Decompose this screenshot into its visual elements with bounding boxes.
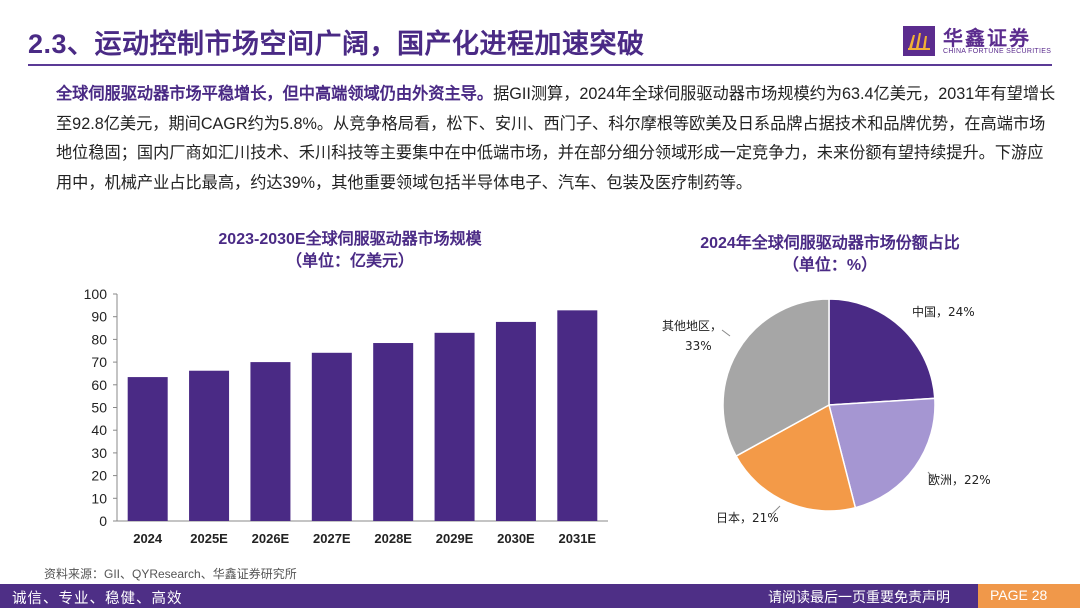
pie-leader-line [721, 329, 731, 337]
summary-paragraph: 全球伺服驱动器市场平稳增长，但中高端领域仍由外资主导。据GII测算，2024年全… [56, 80, 1056, 198]
bar-chart-title: 2023-2030E全球伺服驱动器市场规模 （单位：亿美元） [130, 229, 570, 273]
pie-slice-欧洲 [828, 397, 936, 509]
bar-x-tick-label: 2025E [190, 531, 228, 546]
bar-x-tick-label: 2029E [436, 531, 474, 546]
bar-2024 [127, 377, 168, 521]
bar-y-tick-label: 60 [91, 377, 107, 393]
bar-y-tick-label: 80 [91, 331, 107, 347]
logo-subtitle: CHINA FORTUNE SECURITIES [943, 48, 1052, 55]
footer-slogan: 诚信、专业、稳健、高效 [12, 591, 183, 607]
bar-2028E [373, 343, 414, 521]
source-note: 资料来源：GII、QYResearch、华鑫证券研究所 [44, 567, 297, 581]
pie-leader-line [771, 505, 781, 515]
title-divider [28, 64, 1052, 66]
bar-chart-title-line1: 2023-2030E全球伺服驱动器市场规模 [218, 231, 482, 248]
bar-chart-title-line2: （单位：亿美元） [285, 253, 414, 270]
bar-x-tick-label: 2026E [252, 531, 290, 546]
bar-x-tick-label: 2030E [497, 531, 535, 546]
bar-2026E [250, 362, 291, 521]
pie-chart-title: 2024年全球伺服驱动器市场份额占比 （单位：%） [660, 233, 1000, 277]
bar-2025E [189, 370, 230, 521]
bar-2030E [495, 321, 536, 521]
bar-y-tick-label: 70 [91, 354, 107, 370]
bar-y-tick-label: 0 [99, 513, 107, 529]
pie-label-japan: 日本，21% [716, 511, 779, 525]
bar-2027E [311, 352, 352, 521]
pie-label-europe: 欧洲，22% [928, 473, 991, 487]
pie-slice-中国 [828, 298, 936, 406]
page-title: 2.3、运动控制市场空间广阔，国产化进程加速突破 [28, 29, 645, 59]
bar-x-tick-label: 2031E [559, 531, 597, 546]
pie-chart-title-line1: 2024年全球伺服驱动器市场份额占比 [700, 235, 960, 252]
page-number: PAGE 28 [978, 584, 1080, 608]
bar-x-tick-label: 2024 [133, 531, 163, 546]
pie-label-china: 中国，24% [912, 304, 975, 319]
pie-label-others-value: 33% [685, 339, 712, 353]
bar-y-tick-label: 100 [84, 286, 108, 302]
logo-mark-icon [903, 26, 935, 56]
bar-y-tick-label: 90 [91, 309, 107, 325]
pie-slice-日本 [735, 403, 857, 512]
pie-leader-line [927, 471, 936, 481]
bar-y-tick-label: 40 [91, 422, 107, 438]
pie-chart-title-line2: （单位：%） [782, 257, 878, 274]
company-logo: 华鑫证券 CHINA FORTUNE SECURITIES [903, 22, 1063, 62]
bar-2029E [434, 332, 475, 521]
bar-y-tick-label: 30 [91, 445, 107, 461]
pie-slice-其他地区 [722, 298, 830, 458]
logo-name: 华鑫证券 [943, 28, 1031, 50]
pie-label-others-name: 其他地区， [662, 319, 722, 333]
bar-y-tick-label: 50 [91, 400, 107, 416]
bar-x-tick-label: 2027E [313, 531, 351, 546]
bar-2031E [557, 310, 598, 521]
summary-highlight: 全球伺服驱动器市场平稳增长，但中高端领域仍由外资主导。 [56, 85, 494, 103]
bar-y-tick-label: 20 [91, 468, 107, 484]
bar-x-tick-label: 2028E [374, 531, 412, 546]
footer-bar: 诚信、专业、稳健、高效 请阅读最后一页重要免责声明 PAGE 28 [0, 584, 1080, 608]
summary-body: 据GII测算，2024年全球伺服驱动器市场规模约为63.4亿美元，2031年有望… [56, 85, 1056, 192]
footer-disclaimer: 请阅读最后一页重要免责声明 [768, 589, 950, 605]
bar-y-tick-label: 10 [91, 490, 107, 506]
